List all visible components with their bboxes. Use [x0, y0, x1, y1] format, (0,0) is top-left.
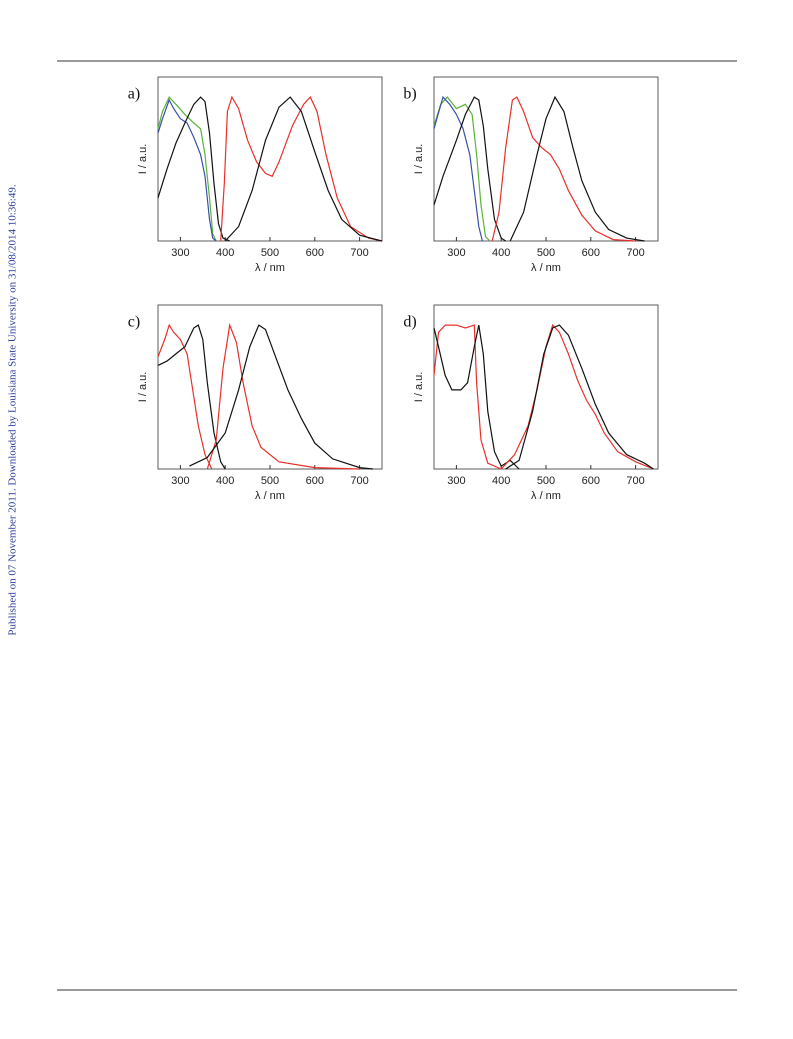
spectrum-line	[433, 324, 502, 470]
x-tick-label: 400	[216, 247, 234, 259]
x-tick-label: 300	[171, 247, 189, 259]
y-axis-label: I / a.u.	[137, 372, 149, 403]
spectrum-line	[491, 96, 636, 242]
x-tick-label: 600	[306, 247, 324, 259]
x-axis-label: λ / nm	[531, 490, 561, 502]
x-tick-label: 300	[447, 247, 465, 259]
spectrum-line	[220, 95, 383, 242]
spectrum-line	[500, 323, 654, 470]
x-tick-label: 600	[582, 247, 600, 259]
plot-frame	[433, 76, 659, 242]
spectrum-line	[189, 324, 374, 470]
x-tick-label: 400	[216, 475, 234, 487]
x-tick-label: 700	[350, 247, 368, 259]
download-notice: Published on 07 November 2011. Downloade…	[7, 184, 19, 635]
spectrum-line	[509, 95, 645, 242]
x-tick-label: 400	[492, 247, 510, 259]
x-tick-label: 300	[171, 475, 189, 487]
x-axis-label: λ / nm	[255, 262, 285, 274]
x-tick-label: 500	[261, 475, 279, 487]
x-tick-label: 700	[626, 475, 644, 487]
plot-frame	[157, 76, 383, 242]
x-tick-label: 500	[261, 247, 279, 259]
spectrum-line	[433, 96, 507, 242]
x-axis-label: λ / nm	[531, 262, 561, 274]
panel-label: a)	[128, 86, 140, 103]
y-axis-label: I / a.u.	[413, 372, 425, 403]
spectrum-line	[157, 98, 217, 242]
x-tick-label: 700	[350, 475, 368, 487]
spectrum-line	[433, 95, 483, 242]
spectrum-line	[433, 96, 491, 242]
spectrum-line	[433, 324, 520, 470]
spectrum-line	[157, 96, 230, 242]
spectrum-line	[206, 322, 360, 470]
spectrum-line	[157, 323, 213, 470]
x-tick-label: 600	[582, 475, 600, 487]
x-tick-label: 500	[537, 475, 555, 487]
spectrum-line	[157, 96, 217, 242]
x-tick-label: 700	[626, 247, 644, 259]
spectrum-line	[157, 324, 226, 470]
panel-label: d)	[403, 314, 416, 331]
spectrum-line	[224, 96, 383, 242]
spectrum-line	[505, 324, 654, 470]
x-tick-label: 300	[447, 475, 465, 487]
x-tick-label: 600	[306, 475, 324, 487]
panel-label: c)	[128, 314, 140, 331]
plot-frame	[433, 304, 659, 470]
x-tick-label: 500	[537, 247, 555, 259]
y-axis-label: I / a.u.	[413, 144, 425, 175]
panel-label: b)	[403, 86, 416, 103]
plot-frame	[157, 304, 383, 470]
y-axis-label: I / a.u.	[137, 144, 149, 175]
x-axis-label: λ / nm	[255, 490, 285, 502]
x-tick-label: 400	[492, 475, 510, 487]
